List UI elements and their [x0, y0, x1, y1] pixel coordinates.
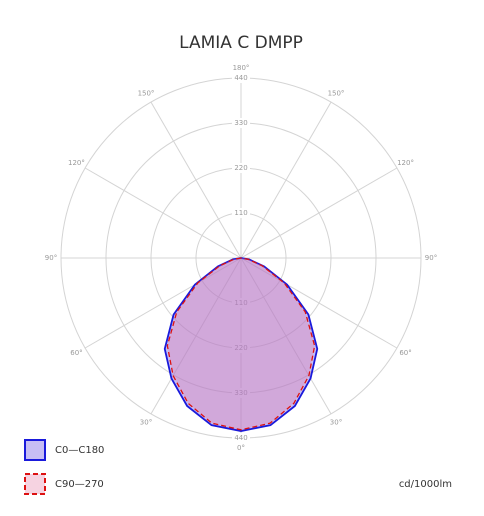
- r-tick-label: 330: [234, 389, 247, 397]
- angle-tick-label: 120°: [397, 159, 414, 167]
- angle-tick-label: 60°: [399, 349, 411, 357]
- angle-tick-label: 120°: [68, 159, 85, 167]
- angle-tick-label: 30°: [140, 419, 152, 427]
- r-tick-label: 110: [234, 299, 247, 307]
- legend-label: C90—270: [55, 479, 104, 490]
- r-tick-label: 330: [234, 119, 247, 127]
- grid-spoke: [84, 257, 242, 349]
- angle-tick-label: 150°: [328, 89, 345, 97]
- r-tick-label-bg: [232, 73, 250, 83]
- r-tick-label-bg: [232, 208, 250, 218]
- legend-label: C0—C180: [55, 445, 104, 456]
- r-tick-label: 220: [234, 164, 247, 172]
- r-tick-label-bg: [232, 163, 250, 173]
- r-tick-label-bg: [232, 433, 250, 443]
- legend-swatch: [24, 473, 46, 495]
- grid-spoke: [240, 101, 332, 259]
- angle-tick-label: 150°: [138, 89, 155, 97]
- angle-tick-label: 90°: [45, 254, 57, 262]
- angle-tick-label: 180°: [233, 64, 250, 72]
- grid-spoke: [240, 257, 398, 349]
- r-tick-label-bg: [232, 388, 250, 398]
- r-tick-label: 110: [234, 209, 247, 217]
- angle-tick-label: 0°: [237, 444, 245, 452]
- r-tick-label-bg: [232, 343, 250, 353]
- legend-swatch: [24, 439, 46, 461]
- unit-label: cd/1000lm: [399, 479, 452, 490]
- series-curve: [163, 257, 319, 432]
- r-tick-label: 440: [234, 74, 247, 82]
- chart-title: LAMIA C DMPP: [179, 33, 303, 53]
- r-tick-label: 220: [234, 344, 247, 352]
- grid-spoke: [240, 167, 398, 259]
- grid-spoke: [240, 257, 332, 415]
- r-tick-label: 440: [234, 434, 247, 442]
- r-tick-label-bg: [232, 118, 250, 128]
- grid-spoke: [84, 167, 242, 259]
- grid-spoke: [150, 257, 242, 415]
- r-tick-label-bg: [232, 298, 250, 308]
- grid-spoke: [150, 101, 242, 259]
- angle-tick-label: 90°: [425, 254, 437, 262]
- angle-tick-label: 60°: [70, 349, 82, 357]
- angle-tick-label: 30°: [330, 419, 342, 427]
- series-curve: [166, 257, 316, 431]
